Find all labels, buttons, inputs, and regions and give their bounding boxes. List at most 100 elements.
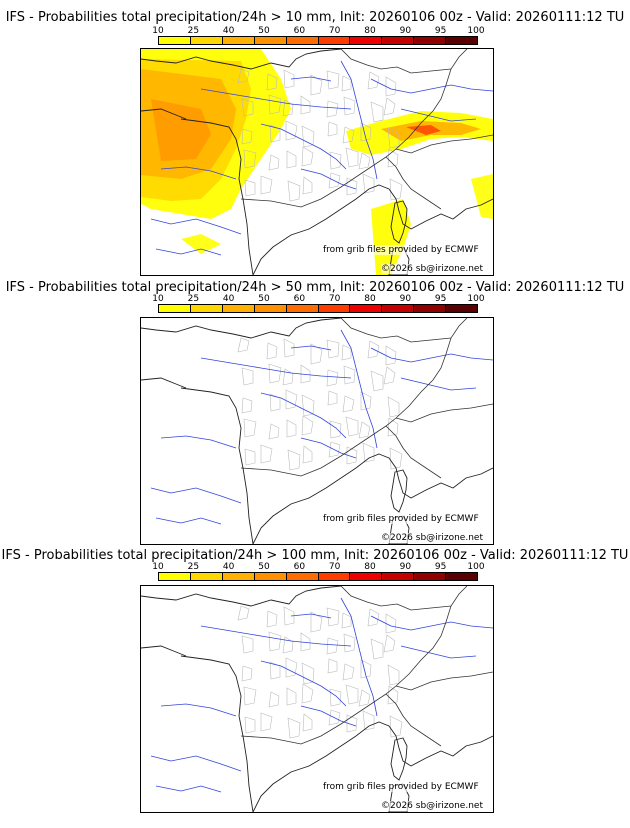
precip-probability-area: [181, 234, 221, 254]
river-line: [340, 597, 378, 717]
department-boundary: [362, 442, 375, 463]
colorbar-tick-label: 40: [222, 562, 235, 572]
department-boundary: [244, 716, 256, 734]
panel-3-title: IFS - Probabilities total precipitation/…: [1, 548, 629, 563]
precip-probability-area: [471, 174, 493, 219]
department-boundary: [301, 662, 315, 685]
map-3-source-credit: from grib files provided by ECMWF: [323, 782, 479, 792]
map-3-copyright: ©2026 sb@irizone.net: [381, 801, 483, 811]
river-line: [290, 76, 332, 82]
colorbar-tick-label: 90: [399, 294, 412, 304]
river-line: [400, 377, 477, 391]
colorbar-3-segment: [190, 573, 223, 580]
colorbar-1-segment: [446, 37, 478, 44]
department-boundary: [341, 612, 352, 629]
river-line: [290, 613, 332, 619]
colorbar-2-segment: [414, 305, 447, 312]
colorbar-tick-label: 95: [434, 26, 447, 36]
colorbar-tick-label: 60: [293, 26, 306, 36]
corsica-coastline: [390, 200, 408, 244]
colorbar-tick-label: 90: [399, 26, 412, 36]
department-boundary: [268, 631, 282, 652]
department-boundary: [326, 369, 339, 387]
department-boundary: [341, 344, 352, 361]
panel-2-title: IFS - Probabilities total precipitation/…: [5, 280, 625, 295]
department-boundary: [266, 610, 278, 628]
colorbar-1-segment: [222, 37, 255, 44]
department-boundary: [343, 365, 356, 385]
department-boundary: [300, 364, 311, 384]
department-boundary: [237, 337, 250, 353]
colorbar-3-segment: [286, 573, 319, 580]
colorbar-tick-label: 80: [364, 294, 376, 304]
river-line: [400, 645, 477, 659]
department-boundary: [302, 176, 313, 195]
river-line: [370, 615, 493, 631]
corsica-coastline: [390, 737, 408, 781]
coastline: [141, 318, 493, 544]
department-boundary: [241, 367, 254, 386]
department-boundary: [360, 122, 372, 142]
department-boundary: [283, 338, 295, 358]
map-3-canvas: [141, 586, 493, 812]
colorbar-tick-label: 25: [187, 26, 200, 36]
colorbar-tick-label: 40: [222, 294, 235, 304]
colorbar-2-segment: [350, 305, 383, 312]
department-boundary: [328, 172, 341, 189]
colorbar-tick-label: 40: [222, 26, 235, 36]
colorbar-tick-label: 50: [258, 562, 270, 572]
colorbar-tick-label: 100: [467, 294, 485, 304]
river-line: [300, 168, 357, 190]
colorbar-3-segment: [382, 573, 415, 580]
department-boundary: [342, 663, 355, 681]
department-boundary: [326, 100, 339, 118]
river-line: [370, 347, 493, 363]
river-line: [260, 660, 347, 707]
colorbar-3-segment: [414, 573, 447, 580]
department-boundary: [345, 684, 359, 705]
department-boundary: [302, 445, 313, 464]
colorbar-3-segment: [159, 573, 191, 580]
colorbar-tick-label: 50: [258, 26, 270, 36]
department-boundary: [327, 658, 338, 674]
corsica-coastline: [390, 469, 408, 513]
department-boundary: [346, 446, 358, 465]
river-line: [340, 60, 378, 180]
department-boundary: [310, 343, 323, 365]
colorbar-tick-label: 70: [328, 562, 341, 572]
department-boundary: [243, 418, 257, 438]
map-1-canvas: [141, 49, 493, 275]
river-line: [150, 755, 242, 772]
department-boundary: [282, 368, 294, 386]
department-boundary: [387, 664, 400, 686]
department-boundary: [367, 71, 380, 90]
river-line: [260, 392, 347, 439]
department-boundary: [282, 636, 294, 654]
department-boundary: [329, 151, 342, 170]
department-boundary: [383, 366, 396, 385]
department-boundary: [300, 95, 311, 115]
department-boundary: [370, 101, 384, 123]
department-boundary: [260, 175, 273, 195]
precip-probability-area: [151, 99, 211, 161]
department-boundary: [385, 76, 397, 97]
department-boundary: [268, 363, 282, 384]
colorbar-2-segment: [286, 305, 319, 312]
department-boundary: [286, 150, 297, 169]
colorbar-1: [158, 36, 478, 45]
department-boundary: [346, 177, 358, 196]
colorbar-2-segment: [318, 305, 351, 312]
department-boundary: [286, 419, 297, 438]
department-boundary: [268, 423, 280, 440]
department-boundary: [358, 421, 371, 439]
map-2-copyright: ©2026 sb@irizone.net: [381, 533, 483, 543]
colorbar-3-segment: [318, 573, 351, 580]
colorbar-3-segment: [446, 573, 478, 580]
department-boundary: [328, 709, 341, 726]
department-boundary: [241, 635, 254, 654]
department-boundary: [343, 96, 356, 116]
department-boundary: [243, 686, 257, 706]
colorbar-tick-label: 70: [328, 294, 341, 304]
river-line: [300, 437, 357, 459]
department-boundary: [329, 420, 342, 439]
